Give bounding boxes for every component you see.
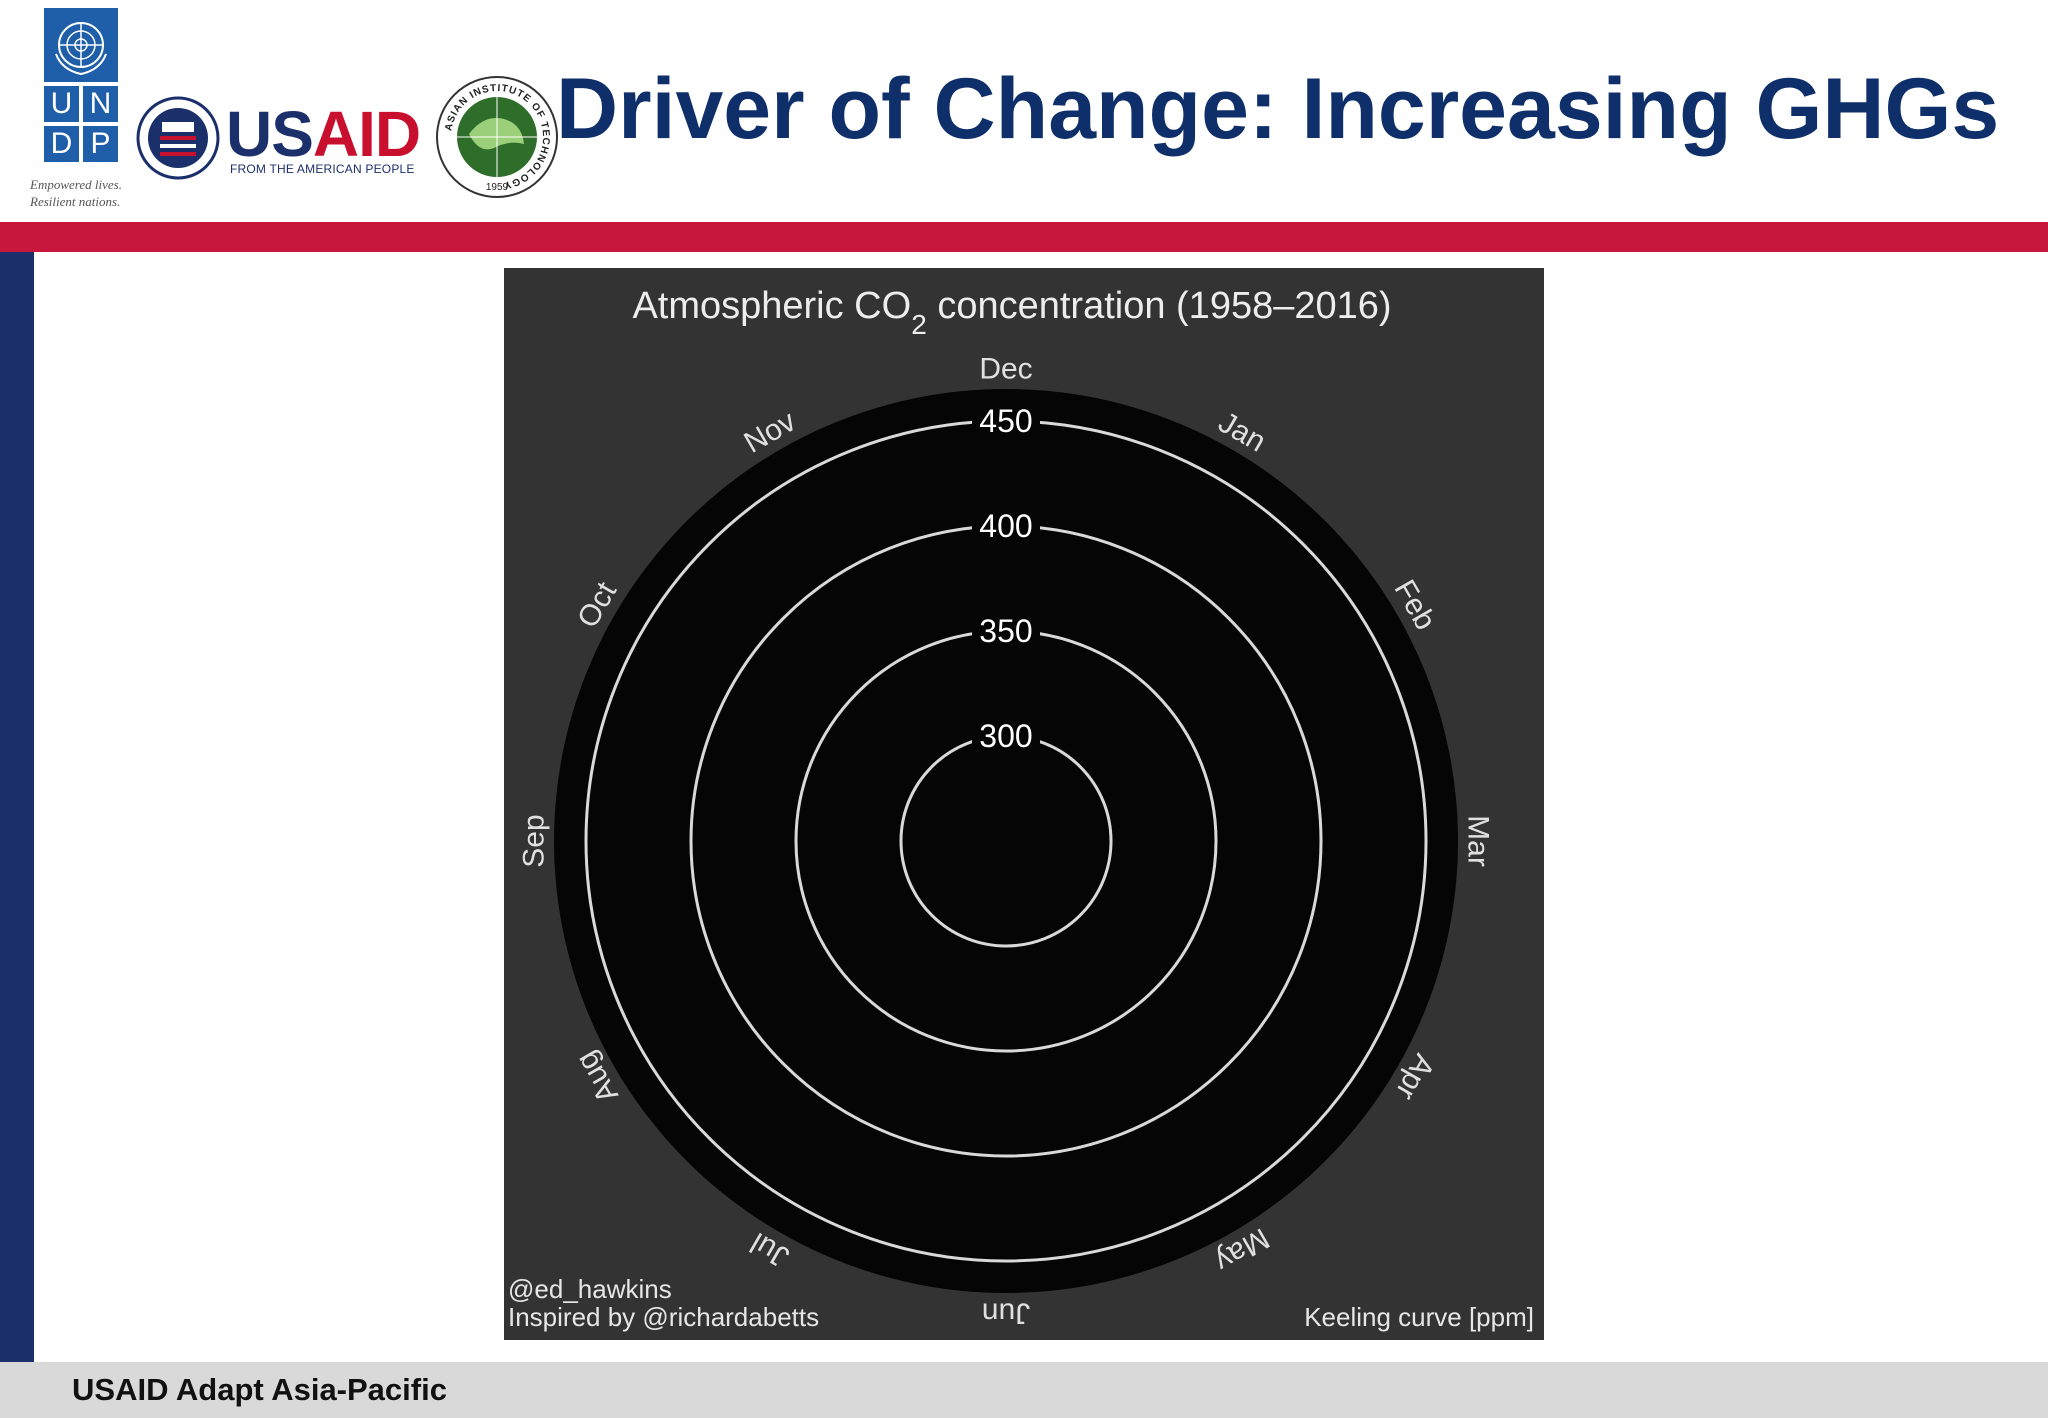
undp-letter-n: N — [83, 86, 118, 122]
chart-title-subscript: 2 — [911, 309, 927, 340]
usaid-subtitle: FROM THE AMERICAN PEOPLE — [230, 162, 415, 176]
chart-title-prefix: Atmospheric CO — [632, 285, 911, 327]
ring-label-bg-300 — [972, 718, 1040, 754]
month-label-jun: Jun — [982, 1297, 1030, 1330]
undp-tagline: Empowered lives. Resilient nations. — [30, 176, 140, 210]
undp-tagline-line1: Empowered lives. — [30, 177, 122, 192]
undp-letter-u: U — [44, 86, 79, 122]
ring-label-bg-350 — [972, 613, 1040, 649]
left-navy-bar — [0, 252, 34, 1362]
undp-letter-p: P — [83, 126, 118, 162]
ring-label-bg-400 — [972, 508, 1040, 544]
undp-letter-grid: U N D P — [44, 86, 118, 162]
month-label-sep: Sep — [518, 814, 551, 867]
usaid-wordmark-aid: AID — [312, 98, 421, 170]
usaid-wordmark-us: US — [226, 98, 314, 170]
ring-label-400: 400 — [979, 508, 1032, 544]
chart-title: Atmospheric CO2 concentration (1958–2016… — [632, 285, 1391, 340]
ring-label-450: 450 — [979, 403, 1032, 439]
chart-polar-disc — [554, 389, 1458, 1293]
ring-label-bg-450 — [972, 403, 1040, 439]
footer-label: USAID Adapt Asia-Pacific — [72, 1372, 447, 1407]
chart-title-suffix: concentration (1958–2016) — [927, 285, 1392, 327]
ring-label-350: 350 — [979, 613, 1032, 649]
footer-bar — [0, 1362, 2048, 1418]
undp-logo: U N D P — [44, 8, 118, 162]
chart-unit-label: Keeling curve [ppm] — [1304, 1302, 1534, 1332]
ait-seal-icon: ASIAN INSTITUTE OF TECHNOLOGY 1959 — [436, 76, 558, 198]
co2-spiral-chart: 300 350 400 450 Dec Jan Feb Mar Apr May Jun Jul Aug… — [504, 268, 1544, 1340]
undp-tagline-line2: Resilient nations. — [30, 194, 121, 209]
page-title: Driver of Change: Increasing GHGs — [556, 61, 2000, 157]
undp-letter-d: D — [44, 126, 79, 162]
ring-label-300: 300 — [979, 718, 1032, 754]
month-label-mar: Mar — [1462, 815, 1495, 867]
chart-credit-line1: @ed_hawkins — [508, 1274, 672, 1304]
chart-credit-line2: Inspired by @richardabetts — [508, 1302, 819, 1332]
usaid-seal-icon — [136, 96, 220, 180]
header-red-divider — [0, 222, 2048, 252]
usaid-wordmark: USAID — [226, 102, 421, 166]
un-emblem-icon — [44, 8, 118, 82]
ait-year: 1959 — [486, 182, 509, 193]
slide-header — [0, 0, 2048, 222]
month-label-dec: Dec — [979, 353, 1032, 386]
